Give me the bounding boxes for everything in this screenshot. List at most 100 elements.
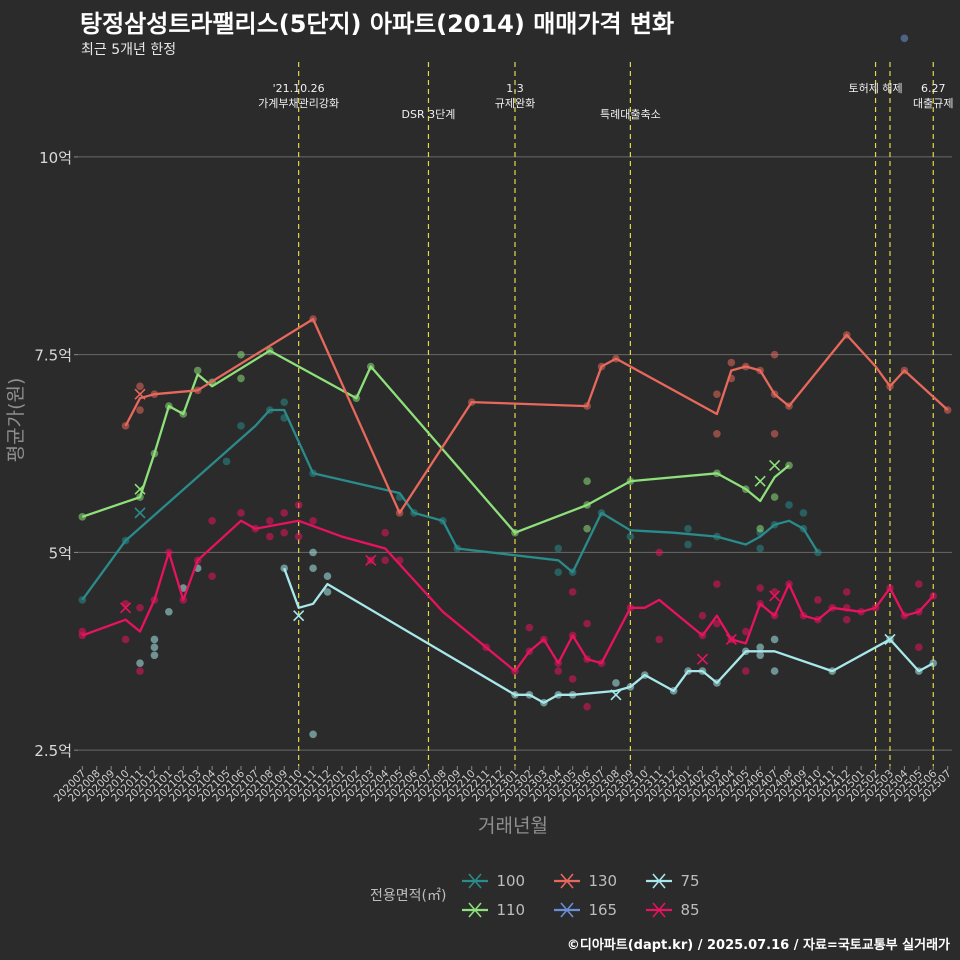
data-point [814,596,822,604]
legend-key [646,872,673,889]
data-point [381,528,389,537]
data-point [727,358,736,367]
data-point [583,619,591,628]
cross-marker [769,590,781,602]
data-point [222,457,231,466]
policy-label: '21.10.26 [273,82,325,95]
data-point [626,532,635,541]
data-point [525,623,534,632]
legend-item: 85 [644,895,736,924]
data-point [280,509,289,517]
cross-marker [134,483,146,495]
data-point [770,635,779,644]
legend-label: 130 [588,871,618,890]
legend-label: 165 [588,900,618,919]
legend-key [462,901,489,918]
y-axis-title: 평균가(원) [5,378,27,463]
data-point [136,382,144,391]
policy-label: 6.27 [921,82,946,95]
y-tick-label: 5억 [49,544,72,562]
data-point [756,643,764,652]
data-point [770,667,779,675]
data-point [121,600,130,608]
data-point [612,679,620,687]
x-ticks: 2020072020082020092020102020112020122021… [52,766,954,804]
data-point [554,667,563,675]
legend-item: 165 [552,895,644,924]
data-point [915,643,923,652]
data-point [756,584,764,592]
legend-label: 110 [496,900,526,919]
data-point [713,580,721,588]
data-point [741,627,750,636]
data-point [309,730,317,739]
data-point [208,572,216,580]
data-point [266,532,274,541]
data-point [136,667,144,675]
data-point [309,564,317,573]
data-point [583,524,591,533]
data-point [900,34,909,43]
data-point [568,675,577,683]
legend-title: 전용면적(㎡) [370,888,447,904]
data-point [915,580,923,588]
data-point [713,429,721,438]
data-point [698,611,707,620]
data-point [554,568,563,577]
legend-item: 110 [460,895,552,924]
legend-item: 100 [460,866,552,895]
data-point [309,548,317,557]
legend-label: 100 [496,871,526,890]
data-point [713,390,721,399]
data-point [842,588,851,596]
chart-subtitle: 최근 5개년 한정 [81,42,177,58]
series-line [81,519,935,673]
series-lines [81,317,949,704]
policy-label: 토허제 해제 [849,81,903,95]
data-point [150,635,159,644]
data-point [237,509,245,517]
data-point [770,350,779,359]
legend-key [646,901,673,918]
data-point [136,659,144,667]
series-line [283,567,934,704]
legend-key [554,872,581,889]
data-point [655,548,664,557]
legend-item: 130 [552,866,644,895]
data-point [78,627,87,636]
data-point [208,516,216,525]
data-point [136,406,144,414]
data-point [770,429,779,438]
policy-label: 가계부채관리강화 [258,97,339,110]
cross-markers [120,388,896,701]
data-point [799,509,808,517]
policy-label: 규제완화 [495,97,535,110]
cross-marker [120,602,132,614]
legend-item: 75 [644,866,736,895]
data-point [842,615,851,624]
legend: 전용면적(㎡) 100 110 130 165 75 85 [370,866,736,924]
data-point [583,702,591,711]
cross-marker [884,633,896,646]
data-point [323,588,332,596]
cross-marker [610,689,622,701]
cross-marker [134,507,146,519]
data-point [554,544,563,553]
data-point [655,635,664,644]
cross-marker [725,633,737,646]
legend-key [462,872,489,889]
series-line [81,349,790,534]
data-point [150,651,159,660]
legend-label: 85 [680,900,700,919]
cross-marker [696,653,709,665]
data-point [237,422,245,430]
data-point [237,374,245,383]
data-point [756,544,764,553]
data-point [713,619,721,628]
y-tick-label: 10억 [39,149,72,167]
data-point [266,516,274,525]
data-point [237,350,245,359]
chart-title: 탕정삼성트라팰리스(5단지) 아파트(2014) 매매가격 변화 [80,10,675,38]
data-point [583,477,591,486]
